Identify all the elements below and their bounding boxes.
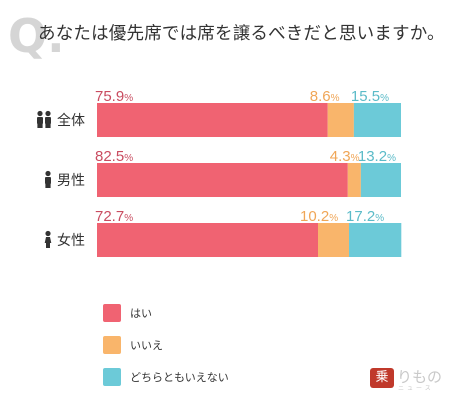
woman-icon (44, 230, 52, 248)
legend-label: はい (130, 307, 152, 320)
man-icon (45, 170, 51, 188)
bar-segment-no (327, 103, 354, 137)
legend-label: いいえ (130, 339, 163, 352)
logo-mark: 乗 (370, 368, 394, 388)
bar-segment-neither (353, 103, 401, 137)
bar-segment-neither (360, 163, 401, 197)
legend-item-neither: どちらともいえない (103, 368, 229, 386)
value-label-no: 4.3% (330, 148, 360, 165)
chart-title: あなたは優先席では席を譲るべきだと思いますか。 (38, 24, 445, 44)
legend-swatch (103, 336, 121, 354)
logo-subtext: ニュース (398, 385, 434, 392)
value-label-neither: 17.2% (346, 208, 384, 225)
bar-segment-neither (349, 223, 402, 257)
bar-segment-yes (97, 103, 328, 137)
category-label: 男性 (57, 173, 85, 189)
bar-segment-no (347, 163, 361, 197)
value-label-neither: 15.5% (351, 88, 389, 105)
bar-segment-yes (97, 223, 319, 257)
legend-item-no: いいえ (103, 336, 163, 354)
legend-label: どちらともいえない (130, 371, 229, 384)
value-label-no: 8.6% (310, 88, 340, 105)
bar-segment-yes (97, 163, 348, 197)
q-mark-icon: Q. (8, 10, 62, 60)
bar-segment-no (318, 223, 350, 257)
legend-swatch (103, 304, 121, 322)
value-label-no: 10.2% (300, 208, 338, 225)
value-label-yes: 72.7% (95, 208, 133, 225)
value-label-yes: 82.5% (95, 148, 133, 165)
value-label-yes: 75.9% (95, 88, 133, 105)
two-people-icon (37, 110, 51, 128)
legend-swatch (103, 368, 121, 386)
logo-text: りもの (397, 368, 443, 386)
value-label-neither: 13.2% (358, 148, 396, 165)
category-label: 全体 (57, 112, 85, 129)
category-label: 女性 (57, 232, 85, 249)
norimono-news-logo: 乗 りもの ニュース (370, 366, 454, 392)
q-letter: Q. (8, 10, 62, 60)
legend-item-yes: はい (103, 304, 152, 322)
